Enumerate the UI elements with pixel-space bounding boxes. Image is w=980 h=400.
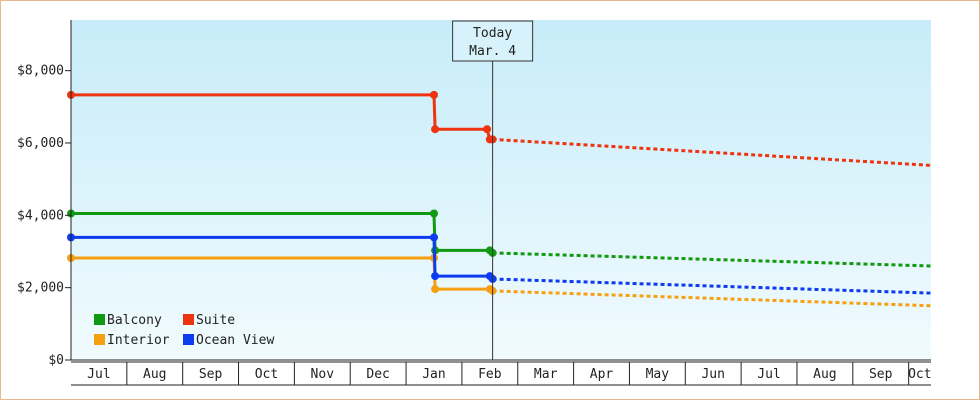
interior-forecast-line <box>492 289 932 308</box>
y-tick-label: $2,000 <box>17 281 64 296</box>
legend-swatch-suite <box>183 314 194 325</box>
x-tick-label: May <box>646 367 670 382</box>
x-tick-label: Feb <box>478 367 502 382</box>
x-tick-label: Jul <box>757 367 780 382</box>
x-tick-label: Jul <box>87 367 110 382</box>
x-tick-label: Jan <box>422 367 445 382</box>
legend-swatch-balcony <box>94 314 105 325</box>
x-tick-label: Apr <box>590 367 614 382</box>
x-tick-label: Nov <box>311 367 335 382</box>
y-tick-label: $0 <box>48 353 64 368</box>
legend-label-ocean-view: Ocean View <box>196 333 274 348</box>
series-lines <box>67 90 497 295</box>
legend-label-balcony: Balcony <box>107 313 162 328</box>
x-tick-label: Oct <box>255 367 278 382</box>
balcony-forecast-line <box>492 251 932 268</box>
today-label-box <box>452 20 534 62</box>
suite-point <box>431 125 440 134</box>
suite-forecast-line <box>492 137 932 167</box>
legend-label-interior: Interior <box>107 333 170 348</box>
legend-swatch-ocean-view <box>183 334 194 345</box>
legend-label-suite: Suite <box>196 313 235 328</box>
x-tick-label: Sep <box>869 367 893 382</box>
ocean-view-point <box>431 272 440 281</box>
y-tick-label: $6,000 <box>17 136 64 151</box>
y-tick-label: $4,000 <box>17 208 64 223</box>
plot-area <box>71 20 931 360</box>
axes <box>70 20 931 386</box>
y-ticks: $0 $2,000 $4,000 $6,000 $8,000 <box>17 64 71 368</box>
ocean-view-point <box>429 233 438 242</box>
interior-point <box>431 285 440 294</box>
today-label: Today <box>473 26 512 41</box>
x-tick-label: Aug <box>143 367 166 382</box>
x-tick-label: Jun <box>701 367 724 382</box>
y-tick-label: $8,000 <box>17 64 64 79</box>
ocean-view-forecast-line <box>492 277 932 295</box>
x-ticks: Jul Aug Sep Oct Nov Dec Jan Feb Mar Apr May Jun Jul A… <box>87 362 932 385</box>
legend: Balcony Suite Interior Ocean View <box>94 313 274 348</box>
x-tick-label: Dec <box>366 367 389 382</box>
forecast-lines <box>492 137 932 308</box>
x-tick-label: Mar <box>534 367 558 382</box>
x-tick-label: Aug <box>813 367 836 382</box>
today-marker: Today Mar. 4 <box>452 20 534 360</box>
today-date: Mar. 4 <box>469 44 516 59</box>
suite-point <box>483 125 492 134</box>
legend-swatch-interior <box>94 334 105 345</box>
x-tick-label: Oct <box>908 367 931 382</box>
suite-point <box>429 90 438 99</box>
x-tick-label: Sep <box>199 367 223 382</box>
balcony-point <box>429 209 438 218</box>
